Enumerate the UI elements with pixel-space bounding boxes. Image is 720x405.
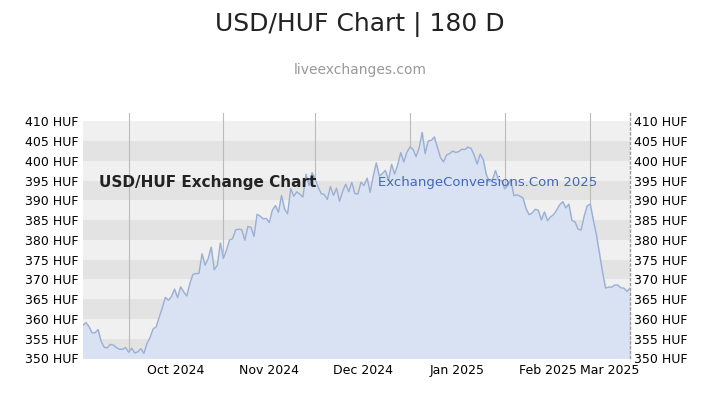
Text: USD/HUF Exchange Chart: USD/HUF Exchange Chart <box>99 175 317 190</box>
Bar <box>83 161 630 181</box>
Bar <box>83 279 630 299</box>
Bar <box>83 200 630 220</box>
Bar <box>83 181 630 200</box>
Text: ExchangeConversions.Com 2025: ExchangeConversions.Com 2025 <box>378 175 598 188</box>
Text: USD/HUF Chart | 180 D: USD/HUF Chart | 180 D <box>215 12 505 37</box>
Bar <box>83 260 630 279</box>
Bar <box>83 141 630 161</box>
Bar <box>83 220 630 240</box>
Text: liveexchanges.com: liveexchanges.com <box>294 63 426 77</box>
Bar <box>83 122 630 141</box>
Bar <box>83 240 630 260</box>
Bar <box>83 319 630 339</box>
Bar <box>83 299 630 319</box>
Bar <box>83 339 630 358</box>
